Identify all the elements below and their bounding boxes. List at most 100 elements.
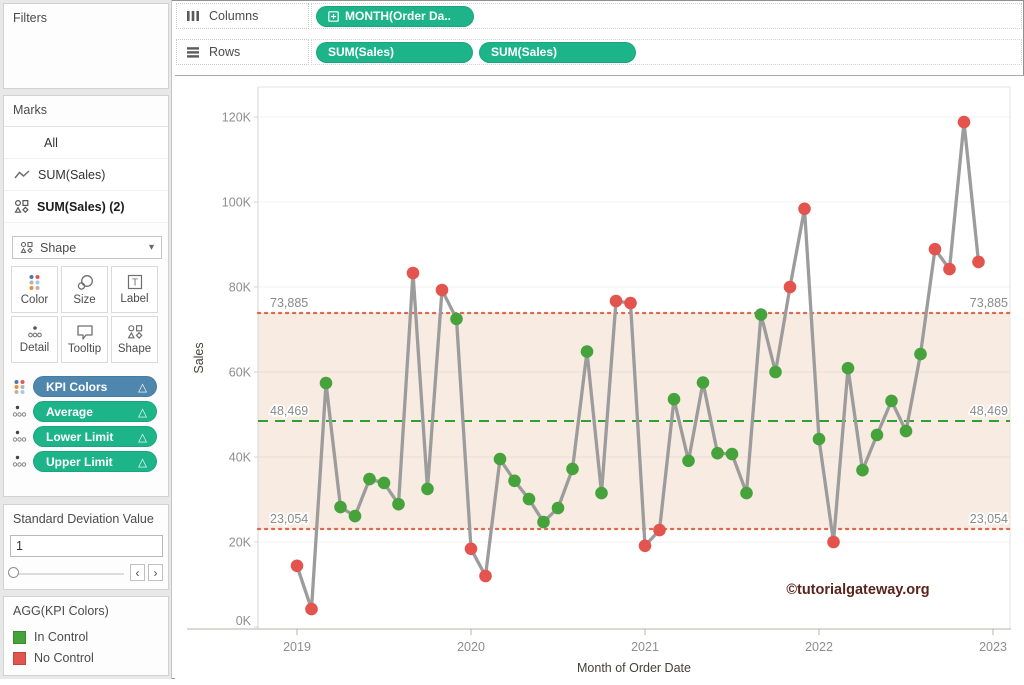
marks-item-all[interactable]: All: [4, 127, 168, 159]
kpi-colors-pill[interactable]: KPI Colors △: [33, 376, 157, 397]
ref-line-label: 48,469: [270, 404, 308, 418]
data-point[interactable]: Apr 2022: 36,900: [856, 463, 869, 477]
data-point[interactable]: Apr 2019: 28,200: [334, 500, 347, 514]
data-point[interactable]: Nov 2019: 79,300: [435, 283, 449, 297]
data-point[interactable]: Apr 2021: 39,100: [682, 454, 695, 468]
month-order-date-pill-label: MONTH(Order Da..: [345, 9, 452, 23]
data-point[interactable]: Aug 2020: 37,200: [566, 462, 579, 476]
data-point[interactable]: Aug 2021: 31,500: [740, 486, 753, 500]
chart-plot-area[interactable]: 0K 20K 40K 60K 80K 100K 120K 2019 2020 2021 2022 20…: [175, 75, 1024, 679]
y-tick-label: 80K: [229, 281, 252, 295]
mark-type-label: Shape: [40, 240, 77, 255]
year-label: 2020: [457, 640, 485, 654]
data-point[interactable]: Oct 2021: 60,000: [769, 365, 782, 379]
data-point[interactable]: Feb 2020: 12,000: [479, 569, 492, 583]
data-point[interactable]: Feb 2019: 4,200: [305, 602, 318, 616]
data-point[interactable]: Jul 2020: 28,000: [551, 501, 565, 515]
year-label: 2023: [979, 640, 1007, 654]
parameter-decrement-button[interactable]: ‹: [130, 564, 145, 581]
columns-shelf: MONTH(Order Da..: [311, 3, 1022, 29]
shape-button[interactable]: Shape: [111, 316, 158, 363]
kpi-colors-pill-label: KPI Colors: [46, 379, 108, 394]
data-point[interactable]: Jul 2021: 40,700: [725, 447, 739, 461]
sum-sales-pill-1[interactable]: SUM(Sales): [316, 41, 473, 63]
label-button[interactable]: T Label: [111, 266, 158, 313]
watermark-text: ©tutorialgateway.org: [786, 582, 929, 598]
data-point[interactable]: Dec 2021: 98,400: [798, 202, 811, 216]
data-point[interactable]: Jun 2020: 24,700: [537, 515, 550, 529]
data-point[interactable]: Sep 2019: 83,300: [406, 266, 420, 280]
chevron-right-icon: ›: [153, 565, 158, 580]
data-point[interactable]: Mar 2022: 60,900: [841, 361, 855, 375]
data-point[interactable]: Sep 2021: 73,500: [754, 308, 768, 321]
sum-sales-pill-1-label: SUM(Sales): [328, 45, 395, 59]
delta-icon: △: [138, 381, 147, 394]
data-point[interactable]: Sep 2020: 64,800: [580, 345, 594, 358]
data-point[interactable]: Jun 2019: 34,800: [363, 472, 376, 486]
sum-sales-pill-2[interactable]: SUM(Sales): [479, 41, 636, 63]
marks-item-list: All SUM(Sales) SUM(Sales) (2): [4, 126, 168, 223]
data-point[interactable]: Nov 2022: 118,800: [957, 115, 971, 129]
data-point[interactable]: Jan 2022: 44,200: [812, 432, 826, 446]
color-button[interactable]: Color: [11, 266, 58, 313]
data-point[interactable]: Dec 2020: 76,200: [624, 296, 637, 310]
data-point[interactable]: Feb 2021: 22,800: [653, 523, 666, 537]
parameter-increment-button[interactable]: ›: [148, 564, 163, 581]
tooltip-button[interactable]: Tooltip: [61, 316, 108, 363]
y-tick-label: 100K: [222, 196, 252, 210]
parameter-slider-track[interactable]: [12, 573, 124, 575]
average-pill[interactable]: Average △: [33, 401, 157, 422]
data-point[interactable]: Oct 2020: 31,500: [595, 486, 608, 500]
marks-item-sum-sales[interactable]: SUM(Sales): [4, 159, 168, 191]
data-point[interactable]: Jan 2021: 19,100: [638, 539, 652, 553]
data-point[interactable]: Jun 2021: 40,900: [711, 446, 724, 460]
data-point[interactable]: Jul 2019: 33,900: [377, 476, 391, 490]
data-point[interactable]: Apr 2020: 34,400: [508, 474, 521, 488]
data-point[interactable]: Oct 2019: 32,500: [421, 482, 434, 496]
marks-card: Marks All SUM(Sales): [3, 95, 169, 497]
data-point[interactable]: Dec 2019: 72,500: [450, 312, 463, 326]
delta-icon: △: [138, 406, 147, 419]
data-point[interactable]: May 2019: 26,100: [348, 509, 362, 523]
data-point[interactable]: Nov 2021: 80,000: [783, 280, 797, 294]
legend-item-no-control[interactable]: No Control: [13, 651, 159, 665]
data-point[interactable]: Mar 2020: 39,500: [493, 452, 507, 466]
lower-limit-pill[interactable]: Lower Limit △: [33, 426, 157, 447]
month-order-date-pill[interactable]: MONTH(Order Da..: [316, 5, 474, 27]
detail-button[interactable]: Detail: [11, 316, 58, 363]
data-point[interactable]: May 2022: 45,200: [870, 428, 884, 442]
detail-icon: [27, 325, 43, 339]
delta-icon: △: [138, 431, 147, 444]
data-point[interactable]: May 2020: 30,100: [522, 492, 536, 506]
axis-title-month: Month of Order Date: [577, 661, 691, 675]
mark-type-dropdown[interactable]: Shape ▾: [12, 236, 162, 259]
data-point[interactable]: Aug 2019: 28,900: [392, 497, 405, 511]
in-control-swatch: [13, 630, 26, 644]
upper-limit-pill[interactable]: Upper Limit △: [33, 451, 157, 472]
date-expand-icon: [328, 10, 339, 22]
data-point[interactable]: Aug 2022: 64,200: [914, 347, 927, 361]
y-tick-label: 120K: [222, 111, 252, 125]
data-point[interactable]: Mar 2021: 53,600: [667, 392, 681, 406]
sales-trend-line[interactable]: [295, 120, 981, 611]
data-point[interactable]: Mar 2019: 57,400: [319, 376, 333, 390]
data-point[interactable]: Jun 2022: 53,200: [885, 394, 898, 408]
data-point[interactable]: Dec 2022: 85,900: [972, 255, 985, 269]
data-point[interactable]: Feb 2022: 20,000: [827, 535, 840, 549]
data-point[interactable]: Sep 2022: 88,900: [928, 242, 942, 256]
legend-item-in-control[interactable]: In Control: [13, 630, 159, 644]
year-label: 2021: [631, 640, 659, 654]
data-point[interactable]: Jul 2022: 46,100: [899, 424, 913, 438]
marks-item-sum-sales-2[interactable]: SUM(Sales) (2): [4, 191, 168, 223]
no-control-swatch: [13, 651, 26, 665]
data-point[interactable]: Jan 2020: 18,400: [464, 542, 478, 556]
data-point[interactable]: May 2021: 57,500: [696, 376, 710, 389]
data-point[interactable]: Nov 2020: 76,700: [609, 294, 623, 308]
detail-target-icon: [12, 404, 27, 419]
size-button[interactable]: Size: [61, 266, 108, 313]
parameter-value-input[interactable]: [10, 535, 163, 557]
data-point[interactable]: Jan 2019: 14,400: [290, 559, 304, 573]
data-point[interactable]: Oct 2022: 84,200: [943, 262, 956, 276]
detail-button-label: Detail: [19, 342, 50, 354]
parameter-slider-knob[interactable]: [8, 567, 19, 578]
